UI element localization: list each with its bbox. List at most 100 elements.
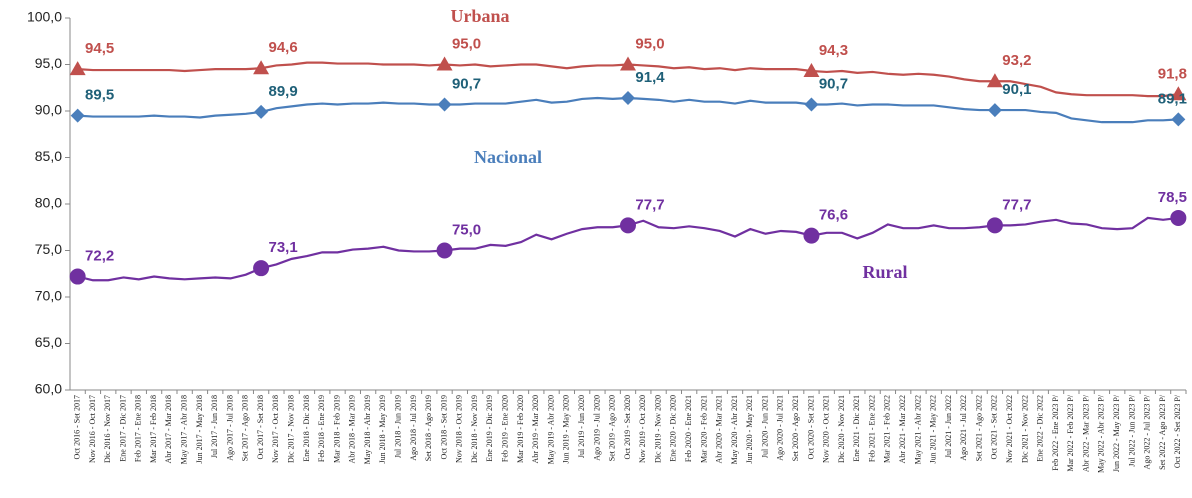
- x-tick-label: May 2019 - Abr 2020: [546, 395, 555, 464]
- x-tick-label: May 2022 - Abr 2023 P/: [1097, 394, 1106, 473]
- x-tick-label: Abr 2019 - Mar 2020: [531, 395, 540, 463]
- x-tick-label: Oct 2020 - Set 2021: [806, 395, 815, 459]
- x-tick-label: Mar 2021 - Feb 2022: [883, 395, 892, 463]
- marker: [621, 90, 635, 105]
- data-label: 72,2: [85, 248, 114, 265]
- x-tick-label: Mar 2019 - Feb 2020: [516, 395, 525, 463]
- y-tick-label: 100,0: [27, 9, 62, 25]
- marker: [804, 97, 819, 112]
- marker: [620, 56, 636, 71]
- data-label: 91,8: [1158, 65, 1187, 82]
- marker: [69, 61, 86, 76]
- x-tick-label: May 2020 - Abr 2021: [730, 395, 739, 464]
- marker: [253, 260, 270, 277]
- series-name: Urbana: [450, 6, 509, 26]
- y-tick-label: 75,0: [35, 241, 62, 257]
- x-tick-label: Ago 2017 - Jul 2018: [225, 395, 234, 461]
- x-tick-label: Dic 2020 - Nov 2021: [837, 395, 846, 463]
- x-tick-label: Nov 2017 - Oct 2018: [271, 395, 280, 463]
- x-tick-label: Mar 2018 - Feb 2019: [332, 395, 341, 463]
- x-tick-label: May 2021 - Abr 2022: [913, 395, 922, 464]
- series-name: Nacional: [474, 147, 542, 167]
- x-tick-label: Set 2020 - Ago 2021: [791, 395, 800, 461]
- y-tick-label: 65,0: [35, 334, 62, 350]
- marker: [803, 227, 820, 244]
- marker: [436, 242, 453, 259]
- x-tick-label: Jul 2022 - Jun 2023 P/: [1127, 394, 1136, 467]
- x-tick-label: Feb 2022 - Ene 2023 P/: [1051, 394, 1060, 471]
- x-tick-label: Jul 2020 - Jun 2021: [760, 395, 769, 458]
- marker: [986, 73, 1003, 88]
- y-tick-label: 85,0: [35, 148, 62, 164]
- x-tick-label: Nov 2018 - Oct 2019: [455, 395, 464, 463]
- y-tick-label: 95,0: [35, 55, 62, 71]
- x-tick-label: Set 2018 - Ago 2019: [424, 395, 433, 461]
- x-tick-label: Oct 2017 - Set 2018: [256, 395, 265, 459]
- x-tick-label: Abr 2020 - Mar 2021: [715, 395, 724, 463]
- marker: [986, 217, 1003, 234]
- data-label: 95,0: [452, 36, 481, 53]
- x-tick-label: Abr 2018 - Mar 2019: [348, 395, 357, 463]
- x-tick-label: Dic 2019 - Nov 2020: [653, 395, 662, 463]
- x-tick-label: Jun 2017 - May 2018: [195, 395, 204, 463]
- data-label: 90,7: [819, 75, 848, 92]
- x-tick-label: Nov 2019 - Oct 2020: [638, 395, 647, 463]
- x-tick-label: Dic 2017 - Nov 2018: [286, 395, 295, 463]
- y-tick-label: 60,0: [35, 381, 62, 397]
- data-label: 95,0: [635, 36, 664, 53]
- data-label: 78,5: [1158, 189, 1187, 206]
- data-label: 94,3: [819, 42, 848, 59]
- x-tick-label: Abr 2017 - Mar 2018: [164, 395, 173, 463]
- x-tick-label: Ago 2019 - Jul 2020: [592, 395, 601, 461]
- y-tick-label: 80,0: [35, 195, 62, 211]
- data-label: 94,5: [85, 40, 114, 57]
- x-tick-label: Oct 2021 - Set 2022: [990, 395, 999, 459]
- data-label: 90,7: [452, 75, 481, 92]
- x-tick-label: Mar 2022 - Feb 2023 P/: [1066, 394, 1075, 471]
- data-label: 90,1: [1002, 81, 1031, 98]
- x-tick-label: Jul 2021 - Jun 2022: [944, 395, 953, 458]
- data-label: 76,6: [819, 207, 848, 224]
- marker: [69, 268, 86, 285]
- x-tick-label: Ene 2022 - Dic 2022: [1036, 395, 1045, 462]
- x-tick-label: Dic 2018 - Nov 2019: [470, 395, 479, 463]
- x-tick-label: Dic 2016 - Nov 2017: [103, 395, 112, 463]
- marker: [620, 217, 636, 234]
- x-tick-label: Abr 2022 - Mar 2023 P/: [1081, 394, 1090, 472]
- x-tick-label: Feb 2018 - Ene 2019: [317, 395, 326, 462]
- data-label: 75,0: [452, 222, 481, 239]
- x-tick-label: Feb 2021 - Ene 2022: [867, 395, 876, 462]
- x-tick-label: Ene 2017 - Dic 2017: [118, 395, 127, 462]
- x-tick-label: May 2017 - Abr 2018: [179, 395, 188, 464]
- x-tick-label: Jun 2020 - May 2021: [745, 395, 754, 463]
- x-tick-label: Mar 2020 - Feb 2021: [699, 395, 708, 463]
- marker: [253, 60, 270, 75]
- x-tick-label: Set 2022 - Ago 2023 P/: [1158, 394, 1167, 470]
- marker: [437, 97, 452, 112]
- series-name: Rural: [863, 262, 908, 282]
- x-tick-label: Nov 2016 - Oct 2017: [88, 395, 97, 463]
- data-label: 73,1: [268, 239, 297, 256]
- marker: [1170, 209, 1187, 226]
- marker: [254, 104, 269, 119]
- data-label: 89,1: [1158, 90, 1187, 107]
- x-tick-label: Set 2021 - Ago 2022: [974, 395, 983, 461]
- data-label: 77,7: [1002, 196, 1031, 213]
- x-tick-label: Feb 2020 - Ene 2021: [684, 395, 693, 462]
- data-label: 89,5: [85, 87, 114, 104]
- x-tick-label: Oct 2019 - Set 2020: [623, 395, 632, 459]
- x-tick-label: Set 2017 - Ago 2018: [241, 395, 250, 461]
- x-tick-label: Ene 2020 - Dic 2020: [669, 395, 678, 462]
- x-tick-label: Mar 2017 - Feb 2018: [149, 395, 158, 463]
- x-tick-label: Jun 2018 - May 2019: [378, 395, 387, 463]
- data-label: 89,9: [268, 83, 297, 100]
- marker: [803, 63, 820, 78]
- x-tick-label: Oct 2016 - Set 2017: [72, 395, 81, 459]
- data-label: 91,4: [635, 69, 665, 86]
- x-tick-label: Abr 2021 - Mar 2022: [898, 395, 907, 463]
- marker: [1171, 112, 1186, 127]
- x-tick-label: Feb 2017 - Ene 2018: [134, 395, 143, 462]
- marker: [987, 103, 1002, 118]
- x-tick-label: Oct 2022 - Set 2023 P/: [1173, 394, 1182, 468]
